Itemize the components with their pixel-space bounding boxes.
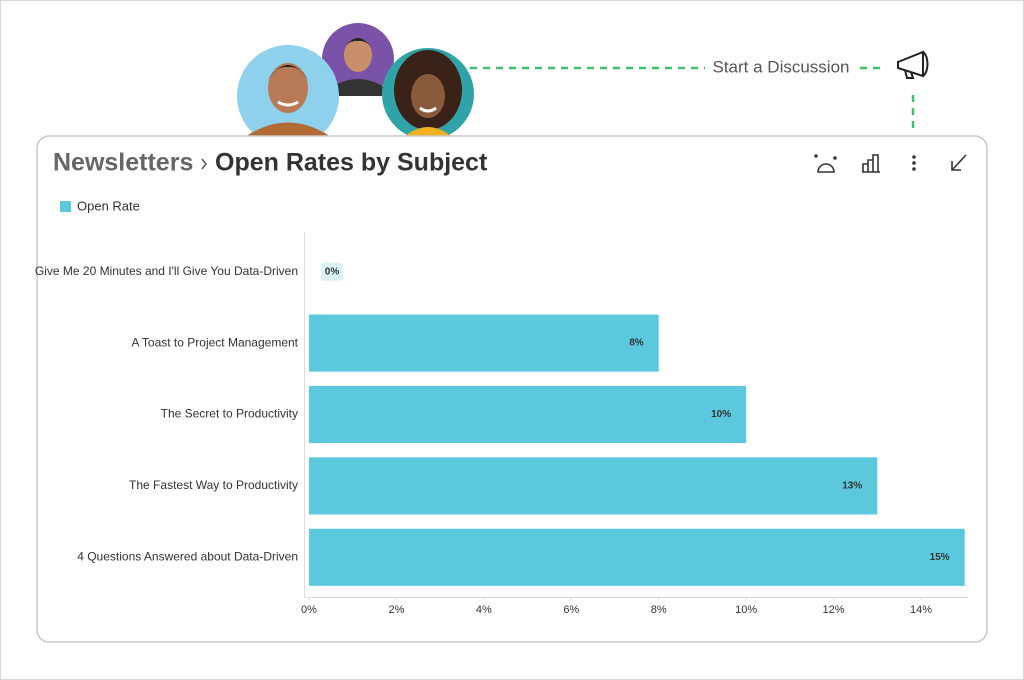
breadcrumb-separator [201, 158, 207, 170]
y-tick-label: Give Me 20 Minutes and I'll Give You Dat… [35, 264, 298, 278]
value-label: 15% [930, 552, 950, 563]
y-tick-label: A Toast to Project Management [131, 335, 298, 349]
breadcrumb[interactable]: Newsletters [53, 149, 193, 177]
x-tick-label: 0% [301, 604, 317, 616]
avatar [237, 45, 339, 148]
toolbar [814, 154, 967, 173]
y-tick-label: The Secret to Productivity [161, 407, 298, 421]
more-icon[interactable] [912, 155, 916, 171]
y-tick-label: 4 Questions Answered about Data-Driven [77, 549, 298, 563]
x-tick-label: 12% [823, 604, 845, 616]
value-label-bg [321, 262, 343, 281]
chart-title: Open Rates by Subject [215, 149, 488, 177]
x-tick-label: 6% [563, 604, 579, 616]
chart-type-icon[interactable] [862, 154, 880, 173]
bar [309, 528, 965, 586]
x-tick-label: 8% [651, 604, 667, 616]
bar [309, 457, 878, 515]
avatar [322, 23, 394, 96]
connector [470, 66, 915, 133]
insights-icon[interactable] [814, 154, 837, 173]
bar [309, 385, 747, 444]
value-label: 8% [629, 338, 644, 349]
value-label: 0% [325, 266, 340, 277]
value-label: 10% [711, 409, 731, 420]
bar [309, 314, 659, 372]
x-tick-label: 2% [388, 604, 404, 616]
x-tick-label: 14% [910, 604, 932, 616]
x-tick-label: 10% [735, 604, 757, 616]
legend-label: Open Rate [77, 198, 140, 213]
y-tick-label: The Fastest Way to Productivity [129, 478, 298, 492]
legend-swatch [60, 201, 71, 212]
avatar [382, 48, 474, 140]
value-label: 13% [842, 481, 862, 492]
discussion-label[interactable]: Start a Discussion [713, 57, 850, 76]
x-tick-label: 4% [476, 604, 492, 616]
collapse-icon[interactable] [951, 154, 967, 171]
megaphone-icon[interactable] [897, 50, 929, 79]
